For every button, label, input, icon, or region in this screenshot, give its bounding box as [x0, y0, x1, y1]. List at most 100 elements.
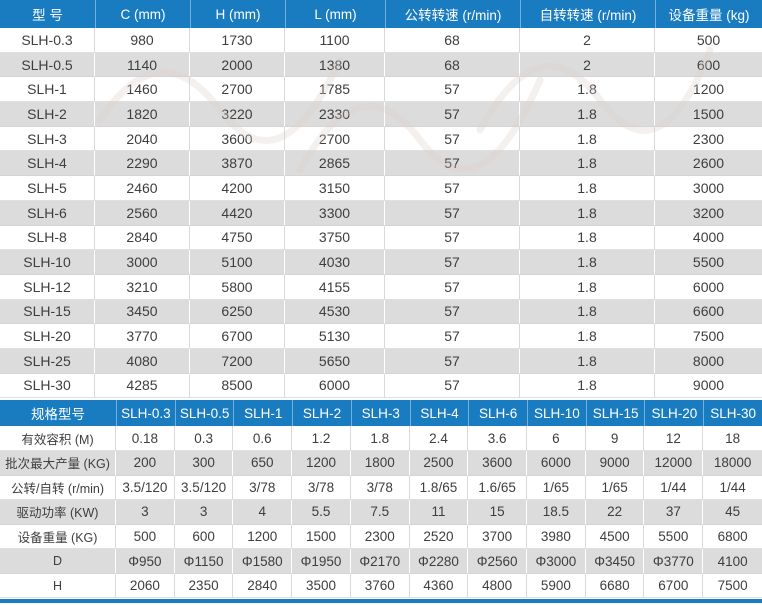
value-cell: 2840: [95, 225, 190, 251]
value-cell: 1460: [95, 77, 190, 103]
table-row: 有效容积 (M) 0.18 0.3 0.6 1.2 1.8 2.4 3.6 6 9 12 18: [0, 426, 762, 451]
value-cell: 3450: [95, 299, 190, 325]
specs-table-model-header-9: SLH-20: [644, 400, 704, 427]
value-cell: 2300: [350, 524, 410, 550]
value-cell: 4200: [190, 176, 285, 201]
model-name-cell: SLH-2: [0, 102, 95, 127]
model-name-cell: SLH-3: [0, 126, 95, 152]
value-cell: 1.8: [520, 373, 655, 399]
value-cell: 1.8: [520, 102, 655, 127]
value-cell: 2560: [95, 200, 190, 226]
value-cell: 6600: [655, 299, 762, 325]
value-cell: 1820: [95, 102, 190, 127]
value-cell: 1.8: [520, 176, 655, 201]
value-cell: 6000: [655, 274, 762, 300]
model-name-cell: SLH-0.5: [0, 52, 95, 78]
value-cell: Φ1580: [233, 549, 293, 574]
value-cell: 3980: [527, 524, 586, 550]
value-cell: 5130: [285, 324, 385, 349]
table-row: 批次最大产量 (KG) 200 300 650 1200 1800 2500 3600 6000…: [0, 450, 762, 476]
value-cell: 57: [385, 274, 520, 300]
value-cell: 5500: [655, 250, 762, 275]
specs-table-header-row: 规格型号 SLH-0.3 SLH-0.5 SLH-1 SLH-2 SLH-3 SLH-4 S…: [0, 400, 762, 427]
value-cell: 600: [174, 524, 234, 550]
value-cell: 4080: [95, 348, 190, 374]
value-cell: 3220: [190, 102, 285, 127]
value-cell: 500: [116, 524, 175, 550]
value-cell: 57: [385, 77, 520, 103]
value-cell: Φ2280: [409, 549, 469, 574]
value-cell: 68: [385, 28, 520, 53]
model-name-cell: SLH-5: [0, 176, 95, 201]
value-cell: 1.6/65: [468, 475, 528, 501]
value-cell: 1100: [285, 28, 385, 53]
value-cell: 6800: [703, 524, 762, 550]
dimensions-table-header-0: 型 号: [0, 0, 95, 28]
table-row: SLH-5 2460 4200 3150 57 1.8 3000: [0, 176, 762, 201]
table-row: SLH-6 2560 4420 3300 57 1.8 3200: [0, 200, 762, 226]
table-row: SLH-20 3770 6700 5130 57 1.8 7500: [0, 324, 762, 349]
value-cell: 6700: [190, 324, 285, 349]
value-cell: 2.4: [409, 426, 469, 451]
value-cell: 57: [385, 348, 520, 374]
value-cell: 650: [233, 450, 293, 476]
value-cell: 3870: [190, 151, 285, 177]
value-cell: 3.6: [468, 426, 528, 451]
value-cell: 4285: [95, 373, 190, 399]
value-cell: 3700: [468, 524, 528, 550]
value-cell: 1800: [350, 450, 410, 476]
value-cell: 600: [655, 52, 762, 78]
spec-row-label: 公转/自转 (r/min): [0, 475, 116, 501]
value-cell: 500: [655, 28, 762, 53]
value-cell: 200: [116, 450, 175, 476]
value-cell: 2460: [95, 176, 190, 201]
value-cell: 2: [520, 52, 655, 78]
value-cell: 3300: [285, 200, 385, 226]
value-cell: 1500: [655, 102, 762, 127]
value-cell: 5900: [527, 573, 586, 599]
value-cell: 1.8/65: [409, 475, 469, 501]
value-cell: 57: [385, 200, 520, 226]
value-cell: 5.5: [292, 500, 351, 525]
value-cell: 2290: [95, 151, 190, 177]
value-cell: 1200: [655, 77, 762, 103]
table-row: SLH-0.3 980 1730 1100 68 2 500: [0, 28, 762, 53]
value-cell: 2520: [409, 524, 469, 550]
value-cell: 3770: [95, 324, 190, 349]
value-cell: 18: [703, 426, 762, 451]
value-cell: 1200: [233, 524, 293, 550]
value-cell: 3750: [285, 225, 385, 251]
table-row: SLH-10 3000 5100 4030 57 1.8 5500: [0, 250, 762, 275]
value-cell: 1380: [285, 52, 385, 78]
model-name-cell: SLH-0.3: [0, 28, 95, 53]
value-cell: 2060: [116, 573, 175, 599]
value-cell: 6700: [644, 573, 704, 599]
value-cell: 0.18: [116, 426, 175, 451]
table-row: D Φ950 Φ1150 Φ1580 Φ1950 Φ2170 Φ2280 Φ2560 Φ3000…: [0, 549, 762, 574]
spec-row-label: H: [0, 573, 116, 599]
value-cell: 7500: [703, 573, 762, 599]
value-cell: 2500: [409, 450, 469, 476]
value-cell: 9000: [585, 450, 645, 476]
value-cell: 1/65: [527, 475, 586, 501]
value-cell: 2700: [285, 126, 385, 152]
value-cell: 22: [585, 500, 645, 525]
table-row: SLH-1 1460 2700 1785 57 1.8 1200: [0, 77, 762, 103]
value-cell: 57: [385, 126, 520, 152]
value-cell: 1/44: [644, 475, 704, 501]
value-cell: 6: [527, 426, 586, 451]
value-cell: 5500: [644, 524, 704, 550]
value-cell: Φ1950: [292, 549, 351, 574]
table-row: SLH-25 4080 7200 5650 57 1.8 8000: [0, 348, 762, 374]
specs-table-model-header-7: SLH-10: [527, 400, 586, 427]
model-name-cell: SLH-20: [0, 324, 95, 349]
value-cell: 980: [95, 28, 190, 53]
value-cell: 4800: [468, 573, 528, 599]
specs-table-model-header-0: SLH-0.3: [116, 400, 175, 427]
value-cell: 5100: [190, 250, 285, 275]
value-cell: Φ3000: [527, 549, 586, 574]
value-cell: 3/78: [233, 475, 293, 501]
table-row: SLH-2 1820 3220 2330 57 1.8 1500: [0, 102, 762, 127]
